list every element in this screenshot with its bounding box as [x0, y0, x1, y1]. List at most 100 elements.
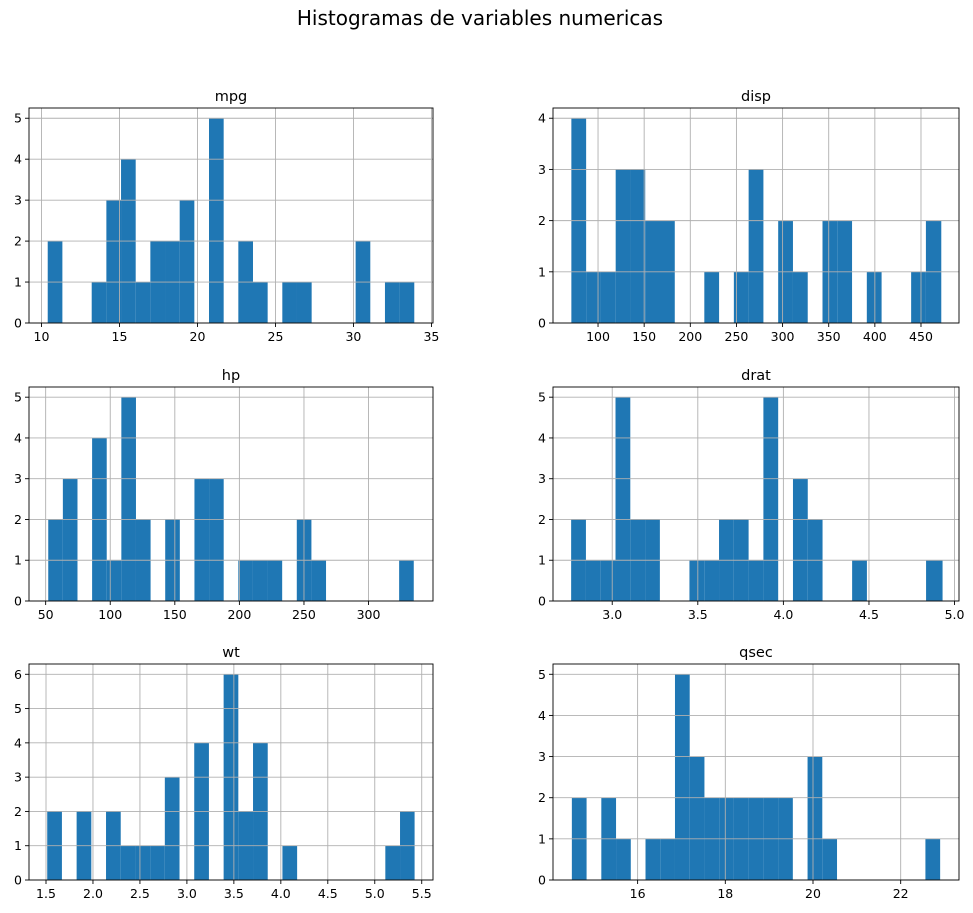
- y-tick-label: 1: [538, 264, 546, 279]
- histogram-bar: [704, 560, 720, 601]
- histogram-bar: [616, 838, 631, 880]
- x-tick-label: 100: [98, 607, 122, 622]
- histogram-bar: [689, 560, 705, 601]
- y-tick-label: 0: [538, 594, 546, 609]
- histogram-bar: [91, 282, 107, 323]
- x-tick-label: 150: [163, 607, 187, 622]
- axes-frame: [552, 663, 960, 881]
- y-tick-label: 0: [538, 316, 546, 331]
- histogram-bar: [179, 200, 195, 323]
- histogram-bar: [106, 560, 122, 601]
- histogram-bar: [615, 397, 631, 601]
- histogram-bar: [384, 282, 400, 323]
- x-tick-label: 1.5: [36, 886, 56, 901]
- axes-frame: [552, 107, 960, 324]
- axes-frame: [28, 386, 434, 602]
- y-tick-label: 1: [538, 831, 546, 846]
- histogram-bar: [748, 169, 764, 323]
- histogram-bar: [194, 478, 210, 601]
- x-tick-label: 3.0: [177, 886, 197, 901]
- x-tick-label: 2.5: [130, 886, 150, 901]
- histogram-hp: 50 100 150 200 250 300 0 1 2 3 4 5 hp: [14, 368, 434, 622]
- x-tick-label: 150: [632, 329, 656, 344]
- histogram-bar: [135, 845, 151, 880]
- x-tick-label: 450: [909, 329, 933, 344]
- histogram-bar: [385, 845, 401, 880]
- histogram-bar: [615, 169, 631, 323]
- y-tick-label: 3: [538, 749, 546, 764]
- histogram-bar: [399, 282, 415, 323]
- x-tick-label: 4.5: [318, 886, 338, 901]
- y-tick-label: 0: [538, 873, 546, 888]
- axes-frame: [28, 107, 434, 324]
- histogram-bar: [150, 845, 165, 880]
- y-tick-label: 1: [538, 553, 546, 568]
- y-tick-label: 3: [538, 162, 546, 177]
- histogram-disp: 100 150 200 250 300 350 400 450 0 1 2 3 4 disp: [538, 89, 960, 344]
- histogram-bar: [135, 282, 151, 323]
- x-tick-label: 4.5: [859, 607, 879, 622]
- histogram-bar: [645, 838, 661, 880]
- subplot-title: mpg: [215, 89, 248, 105]
- y-tick-label: 0: [14, 316, 22, 331]
- axes-frame: [552, 386, 960, 602]
- x-tick-label: 4.0: [271, 886, 291, 901]
- x-tick-label: 2.0: [83, 886, 103, 901]
- x-tick-label: 250: [725, 329, 749, 344]
- x-tick-label: 50: [38, 607, 54, 622]
- histogram-bar: [852, 560, 867, 601]
- histogram-bar: [600, 271, 616, 323]
- y-tick-label: 2: [14, 804, 22, 819]
- x-tick-label: 35: [423, 329, 439, 344]
- x-tick-label: 250: [292, 607, 316, 622]
- y-tick-label: 1: [14, 553, 22, 568]
- histogram-bar: [689, 756, 705, 880]
- x-tick-label: 16: [630, 886, 646, 901]
- histogram-bar: [282, 845, 298, 880]
- y-tick-label: 4: [14, 735, 22, 750]
- y-tick-label: 2: [538, 512, 546, 527]
- histogram-bar: [585, 560, 601, 601]
- y-tick-label: 4: [538, 430, 546, 445]
- histogram-bar: [62, 478, 78, 601]
- y-tick-label: 3: [14, 193, 22, 208]
- y-tick-label: 5: [14, 701, 22, 716]
- x-tick-label: 22: [893, 886, 909, 901]
- axes-frame: [28, 663, 434, 881]
- histogram-bar: [399, 560, 414, 601]
- x-tick-label: 100: [586, 329, 610, 344]
- x-tick-label: 10: [34, 329, 50, 344]
- histogram-bar: [106, 200, 122, 323]
- histogram-bar: [252, 282, 268, 323]
- y-tick-label: 1: [14, 275, 22, 290]
- histogram-bar: [792, 478, 808, 601]
- figure-title: Histogramas de variables numericas: [297, 6, 663, 30]
- histogram-bar: [296, 282, 312, 323]
- x-tick-label: 25: [268, 329, 284, 344]
- y-tick-label: 1: [14, 838, 22, 853]
- x-tick-label: 3.0: [602, 607, 622, 622]
- histogram-bar: [925, 838, 941, 880]
- histogram-bar: [209, 118, 224, 323]
- y-tick-label: 2: [538, 790, 546, 805]
- histogram-wt: 1.5 2.0 2.5 3.0 3.5 4.0 4.5 5.0 5.5 0 1 2 3 4 5 6 wt: [14, 645, 434, 901]
- histogram-bar: [267, 560, 283, 601]
- histogram-qsec: 16 18 20 22 0 1 2 3 4 5 qsec: [538, 645, 960, 901]
- histogram-bar: [600, 560, 616, 601]
- y-tick-label: 2: [538, 213, 546, 228]
- histogram-bar: [660, 838, 675, 880]
- x-tick-label: 5.0: [365, 886, 385, 901]
- y-tick-label: 4: [538, 111, 546, 126]
- histogram-bar: [121, 397, 136, 601]
- y-tick-label: 0: [14, 594, 22, 609]
- x-tick-label: 300: [357, 607, 381, 622]
- y-tick-label: 3: [14, 770, 22, 785]
- histogram-bar: [630, 169, 646, 323]
- subplot-title: drat: [741, 368, 771, 384]
- y-tick-label: 5: [14, 390, 22, 405]
- histogram-bar: [926, 560, 943, 601]
- x-tick-label: 5.0: [945, 607, 965, 622]
- histogram-bar: [586, 271, 601, 323]
